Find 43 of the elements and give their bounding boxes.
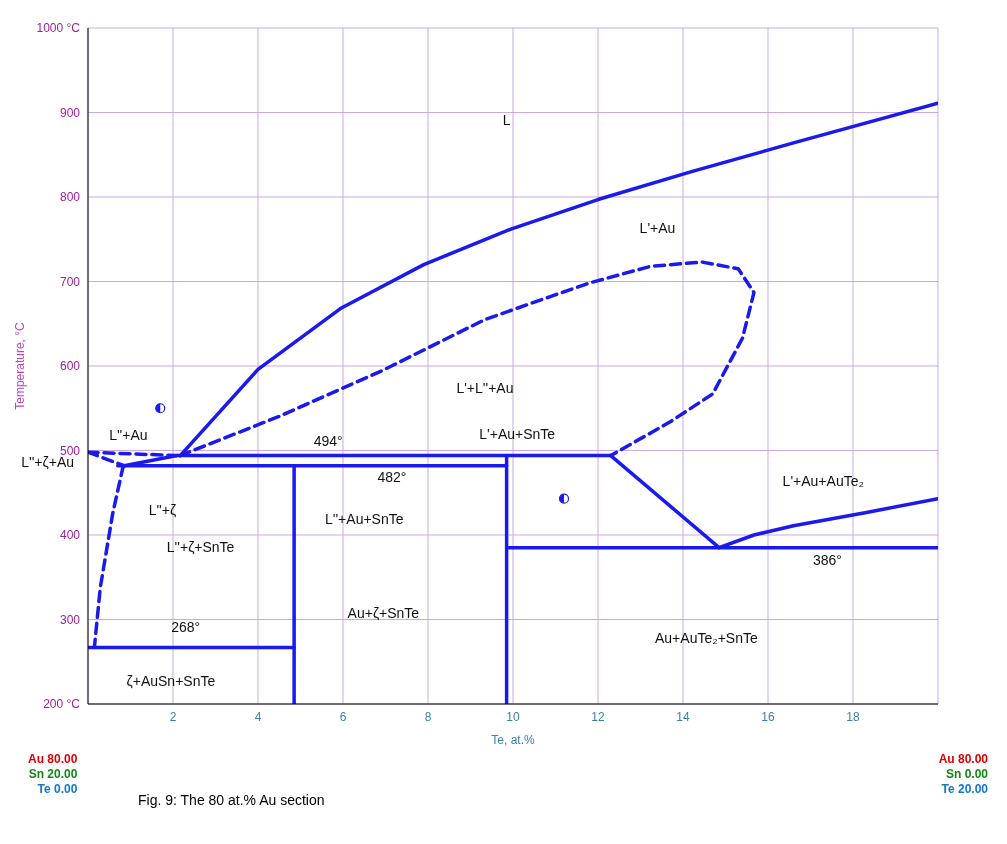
text: Te 20.00: [940, 782, 988, 797]
annotation: L''+ζ+SnTe: [166, 539, 235, 556]
annotation: 494°: [313, 432, 343, 449]
text: Au 80.00: [938, 752, 988, 767]
text: Sn 20.00: [28, 767, 78, 782]
y-tick-label: 1000 °C: [36, 21, 81, 36]
annotation: ζ+AuSn+SnTe: [126, 672, 216, 689]
x-tick-label: 12: [591, 709, 605, 724]
annotation: L'+Au+AuTe₂: [782, 473, 864, 490]
y-tick-label: 600: [59, 359, 81, 374]
annotation: L''+Au: [109, 426, 148, 443]
y-tick-label: 300: [59, 612, 81, 627]
text: Fig. 9: The 80 at.% Au section: [138, 792, 325, 808]
y-tick-label: 700: [59, 274, 81, 289]
annotation: L'+Au: [639, 219, 676, 236]
x-tick-label: 8: [424, 709, 432, 724]
x-tick-label: 2: [169, 709, 177, 724]
annotation: Au+AuTe₂+SnTe: [655, 630, 758, 647]
x-tick-label: 6: [339, 709, 347, 724]
x-tick-label: 18: [846, 709, 860, 724]
text: Sn 0.00: [944, 767, 988, 782]
text: Au 80.00: [28, 752, 78, 767]
annotation: L'+Au+SnTe: [479, 425, 556, 442]
annotation: 482°: [377, 469, 407, 486]
y-tick-label: 400: [59, 528, 81, 543]
y-tick-label: 200 °C: [43, 697, 81, 712]
y-tick-label: 800: [59, 190, 81, 205]
x-tick-label: 4: [254, 709, 262, 724]
y-tick-label: 900: [59, 105, 81, 120]
y-tick-label: 500: [59, 443, 81, 458]
annotation: L: [502, 111, 511, 128]
annotation: L''+Au+SnTe: [324, 511, 404, 528]
x-tick-label: 16: [761, 709, 775, 724]
x-axis-title: Te, at.%: [491, 733, 535, 747]
annotation: 386°: [813, 551, 842, 568]
annotation: Au+ζ+SnTe: [347, 605, 420, 622]
text: Te 0.00: [36, 782, 78, 797]
x-tick-label: 10: [506, 709, 520, 724]
annotation: L''+ζ: [148, 502, 177, 519]
annotation: L'+L''+Au: [456, 379, 514, 396]
y-axis-title: Temperature, °C: [13, 321, 28, 410]
annotation: 268°: [171, 618, 201, 635]
x-tick-label: 14: [676, 709, 690, 724]
